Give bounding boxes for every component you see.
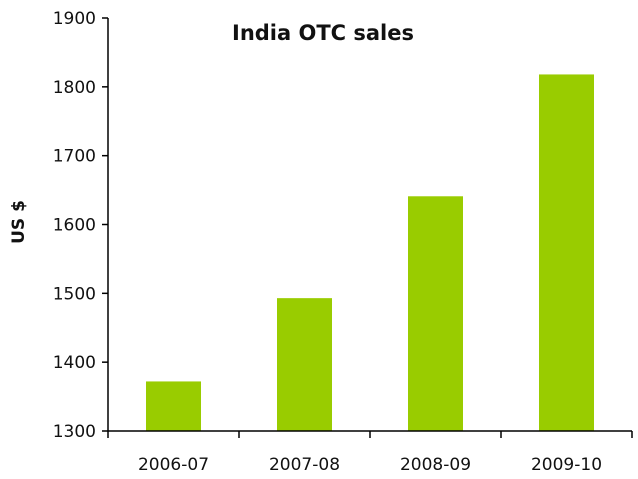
y-tick-label: 1400 [53,353,96,373]
x-category-label: 2006-07 [138,455,209,475]
y-axis-ticks: 1300 1400 1500 1600 1700 1800 1900 [53,9,108,442]
y-tick-label: 1800 [53,78,96,98]
y-axis-label: US $ [9,200,29,244]
x-axis-ticks: 2006-07 2007-08 2008-09 2009-10 [107,431,633,475]
x-category-label: 2009-10 [531,455,602,475]
chart-title: India OTC sales [232,21,414,45]
y-tick-label: 1500 [53,284,96,304]
bar-2008-09 [408,196,463,431]
y-tick-label: 1700 [53,147,96,167]
x-category-label: 2008-09 [400,455,471,475]
y-tick-label: 1900 [53,9,96,29]
bar-2007-08 [277,298,332,431]
y-tick-label: 1600 [53,216,96,236]
bar-2009-10 [539,74,594,432]
x-category-label: 2007-08 [269,455,340,475]
bar-2006-07 [146,381,201,431]
y-tick-label: 1300 [53,422,96,442]
bars [146,74,594,432]
